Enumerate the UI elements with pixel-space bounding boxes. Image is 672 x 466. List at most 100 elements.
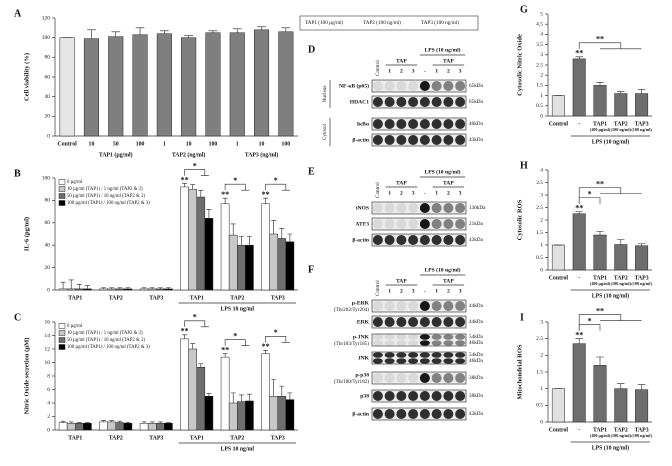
blot-band: [384, 358, 395, 364]
blot-band: [384, 81, 395, 91]
bar: [75, 288, 84, 291]
error-bar: [617, 239, 625, 245]
lane-group-label: TAP: [443, 180, 454, 186]
error-bar: [230, 223, 236, 236]
x-tick-label: 10: [89, 141, 95, 147]
protein-name: ATF3: [355, 221, 369, 227]
blot-strip: [371, 371, 467, 385]
error-bar: [84, 285, 90, 289]
error-bar: [157, 421, 163, 424]
y-axis-label: Cytosolic ROS: [516, 199, 523, 240]
bar: [156, 423, 165, 431]
error-bar: [68, 421, 74, 424]
y-tick-label: 120: [42, 15, 51, 21]
blot-band: [443, 334, 454, 340]
blot-band: [431, 119, 442, 129]
significance-bracket: [224, 183, 250, 191]
blot-band: [455, 135, 466, 145]
blot-band: [408, 81, 419, 91]
band-size: 54kDa: [469, 334, 484, 340]
y-tick-label: 2.5: [536, 62, 543, 68]
blot-band: [372, 203, 383, 213]
error-bar: [109, 287, 115, 289]
blot-band: [455, 352, 466, 358]
blot-band: [408, 409, 419, 419]
lane-label: 2: [400, 190, 403, 196]
bar: [635, 245, 649, 271]
blot-band: [396, 352, 407, 358]
blot-band: [443, 81, 454, 91]
bar: [614, 93, 628, 117]
bar: [635, 389, 649, 423]
significance-bracket: [224, 339, 250, 347]
error-bar: [281, 27, 291, 32]
panel-letter: F: [308, 264, 314, 275]
panel-letter: H: [520, 160, 528, 171]
band-size: 44kDa: [469, 303, 484, 309]
blot-band: [431, 317, 442, 327]
legend-label: 50 µg/ml (TAP1) / 10 ng/ml (TAP2 & 3): [67, 338, 145, 343]
panel-letter: G: [520, 4, 528, 15]
blot-band: [443, 373, 454, 383]
y-tick-label: 4: [540, 32, 543, 38]
blot-band: [396, 391, 407, 401]
y-tick-label: 3: [540, 192, 543, 198]
protein-name: β-actin: [352, 137, 370, 143]
legend-label: 0 µg/ml: [67, 324, 83, 329]
x-tick-label: Control: [58, 141, 78, 147]
band-size: 40kDa: [469, 121, 484, 127]
significance-label: **: [262, 342, 270, 351]
blot-band: [372, 317, 383, 327]
blot-strip: [371, 407, 467, 421]
blot-band: [419, 317, 430, 327]
protein-name: p38: [360, 393, 369, 399]
treatment-label: LPS (10 ng/ml): [424, 168, 460, 175]
bar: [572, 343, 586, 423]
blot-band: [372, 340, 383, 346]
compartment-label: Cytosol: [322, 123, 328, 140]
blot-band: [443, 235, 454, 245]
y-tick-label: 8: [47, 373, 50, 379]
x-tick-label: TAP3: [149, 435, 163, 441]
bar: [551, 388, 565, 423]
bar: [220, 203, 230, 291]
error-bar: [101, 287, 107, 289]
x-tick-sublabel: (100 ng/ml): [631, 127, 652, 132]
y-tick-label: 1.5: [536, 230, 543, 236]
bar: [139, 423, 149, 431]
bar: [635, 93, 649, 117]
error-bar: [149, 287, 155, 289]
bar: [551, 244, 565, 271]
blot-band: [396, 373, 407, 383]
error-bar: [617, 91, 625, 94]
error-bar: [198, 190, 204, 198]
bar: [277, 396, 287, 431]
bar: [614, 388, 628, 423]
protein-name: p-JNK: [353, 334, 370, 340]
y-tick-label: 60: [45, 220, 51, 226]
significance-bracket: [578, 42, 642, 50]
band-size: 43kDa: [469, 137, 484, 143]
band-size: 65kDa: [469, 99, 484, 105]
lane-label: -: [424, 68, 426, 74]
bar: [220, 356, 230, 431]
significance-label: **: [181, 327, 189, 336]
error-bar: [637, 243, 646, 246]
blot-band: [419, 235, 430, 245]
lane-label: 3: [412, 68, 415, 74]
significance-label: **: [262, 190, 270, 199]
blot-band: [384, 317, 395, 327]
blot-band: [384, 391, 395, 401]
band-size: 21kDa: [469, 221, 484, 227]
error-bar: [271, 220, 277, 234]
blot-band: [419, 81, 430, 91]
bar: [83, 38, 99, 137]
bar: [593, 234, 607, 271]
y-tick-label: 0.5: [536, 103, 543, 109]
blot-band: [431, 358, 442, 364]
y-tick-label: 0: [47, 427, 50, 433]
blot-band: [419, 203, 430, 213]
bar: [285, 399, 295, 431]
y-tick-label: 0.5: [536, 403, 543, 409]
bar: [115, 422, 125, 431]
